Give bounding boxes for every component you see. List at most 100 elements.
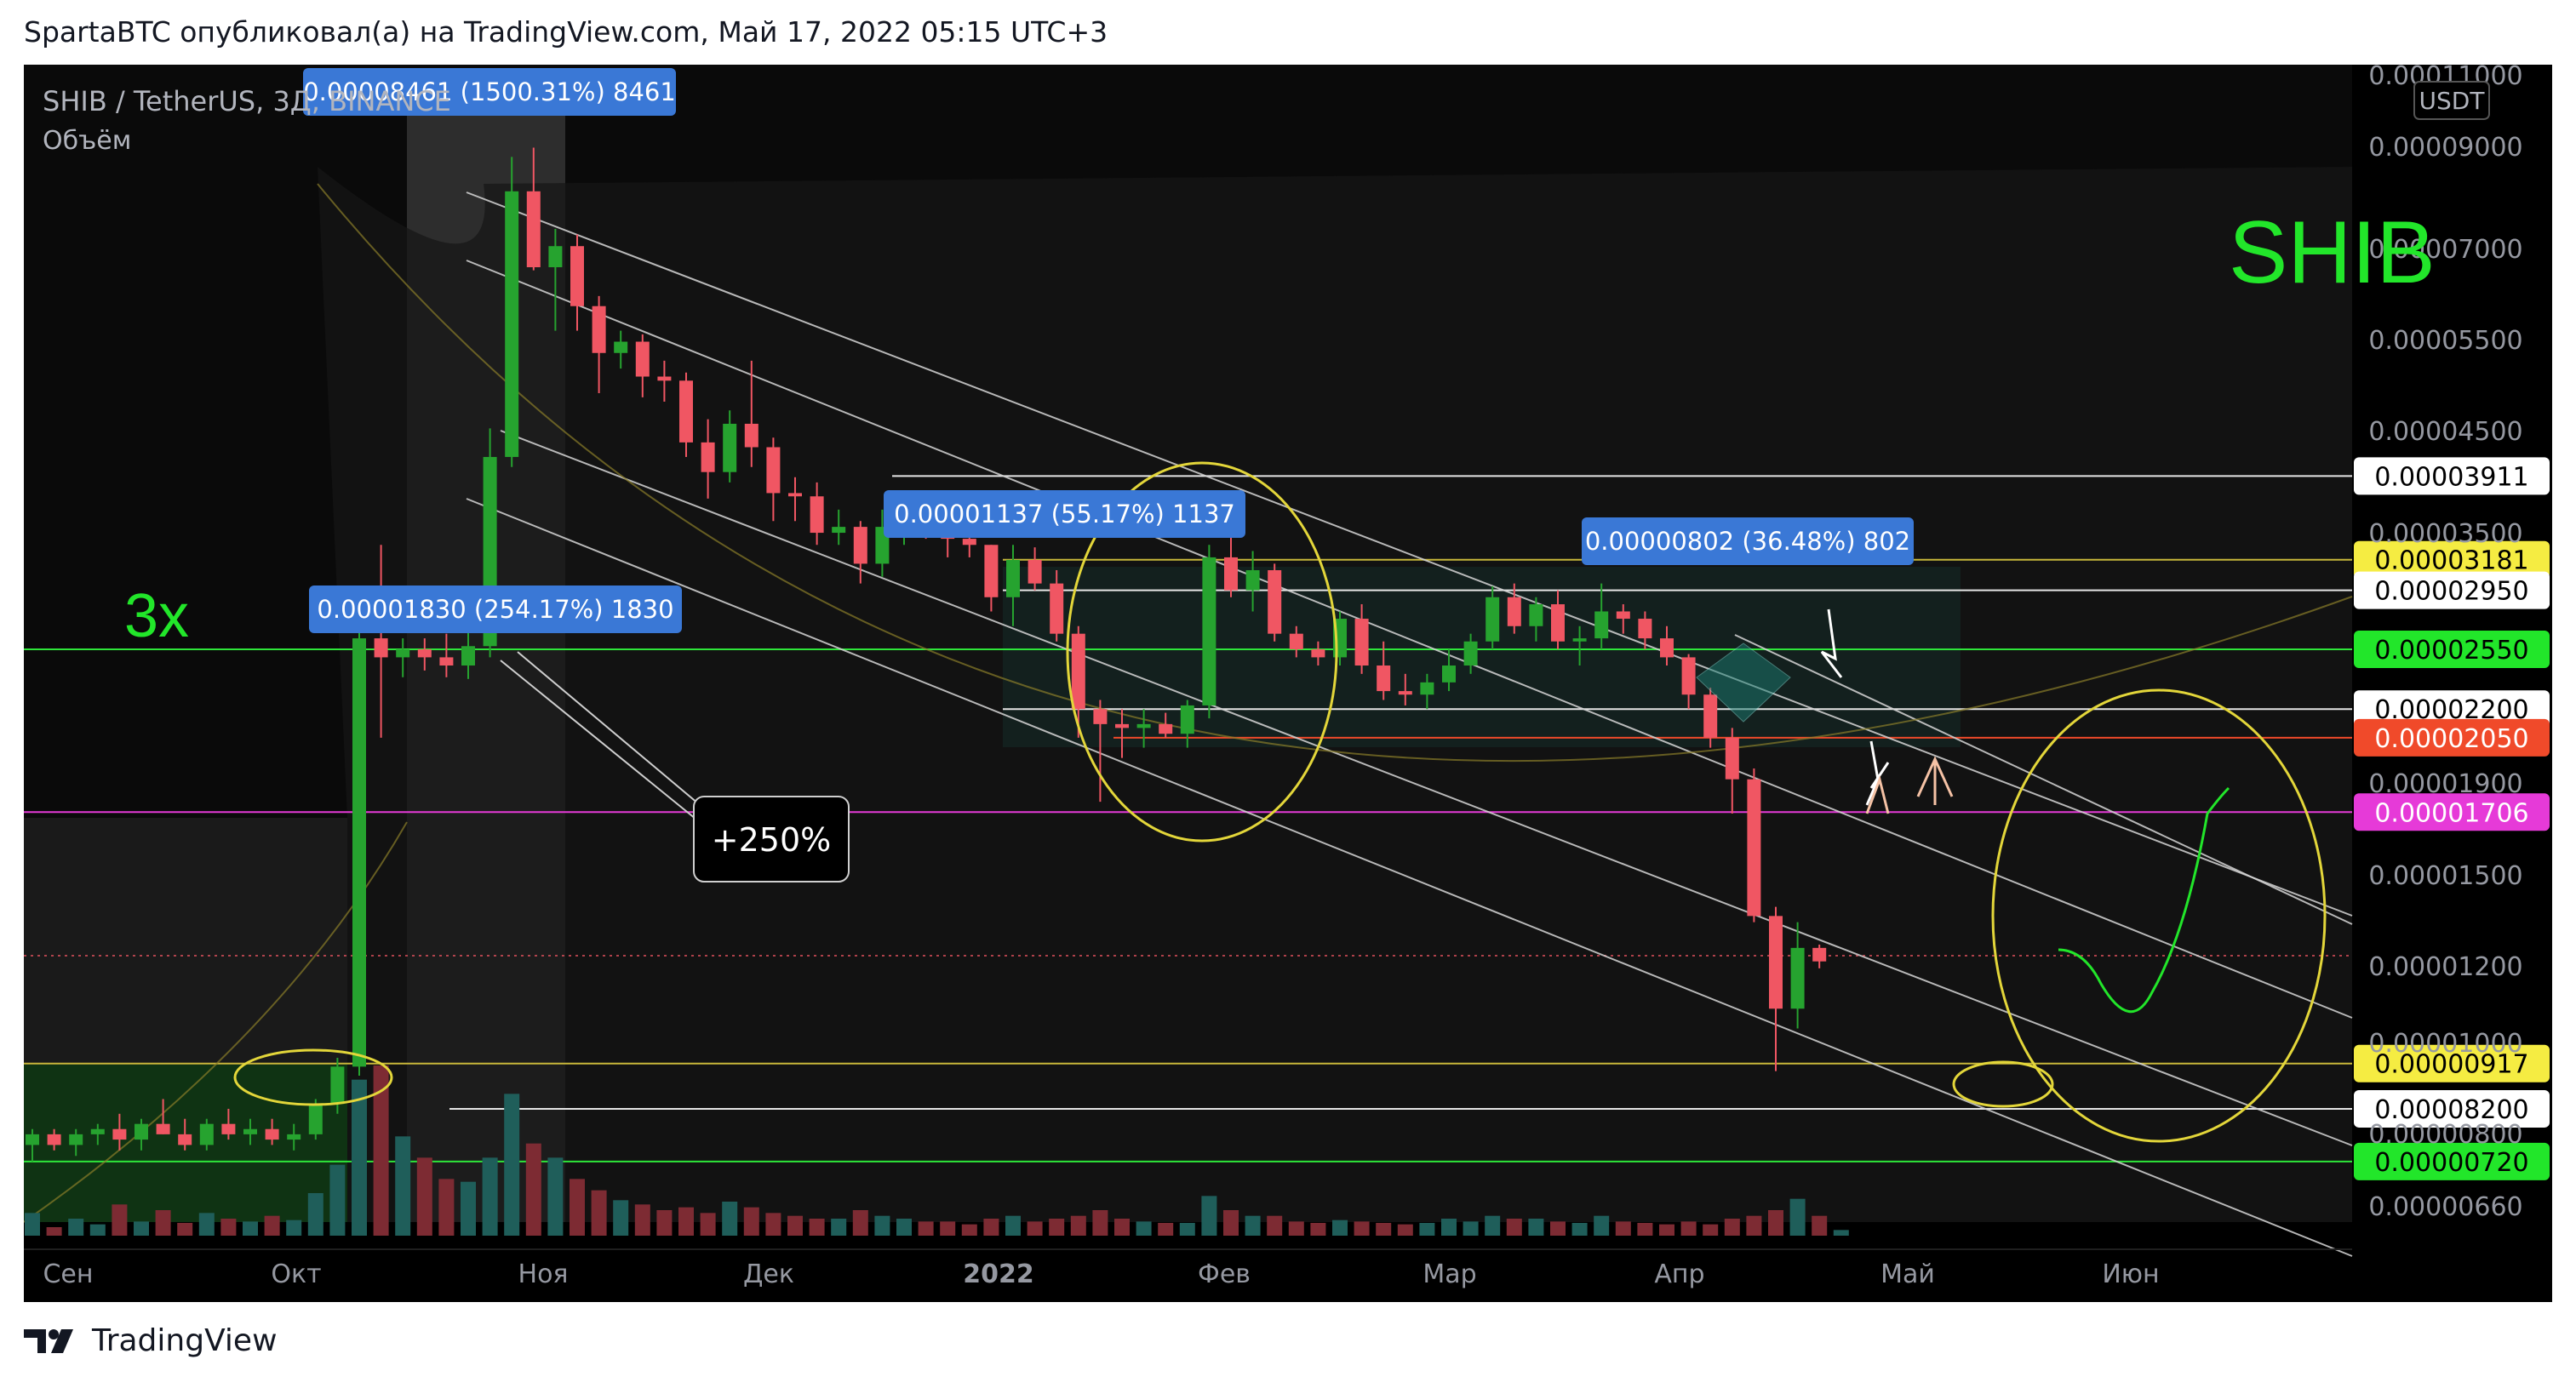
volume-bar [1594,1215,1610,1236]
x-tick-label: Фев [1198,1259,1251,1289]
volume-bar [656,1210,673,1236]
channel-line [466,260,2353,1019]
candle-body [1572,638,1587,642]
volume-bar [1397,1224,1413,1236]
candle-body [1681,657,1696,695]
arc-curve [24,821,408,1223]
price-tag-label: 0.00008200 [2374,1095,2528,1125]
volume-bars [25,1065,1849,1236]
volume-bar [525,1143,541,1236]
volume-bar [961,1224,977,1236]
volume-bar [482,1157,498,1236]
channel-line [1734,634,2353,925]
candle-body [1006,559,1020,597]
candle-body [723,423,737,472]
volume-bar [198,1213,215,1236]
candle-body [701,442,715,472]
channel-line [466,191,2353,917]
volume-bar [722,1202,738,1236]
volume-bar [155,1210,171,1236]
candle-body [90,1128,105,1134]
price-tag-label: 0.00002550 [2374,636,2528,665]
highlight-ellipse [1952,1060,2054,1108]
volume-bar [787,1215,803,1236]
volume-bar [89,1224,106,1236]
candle-body [548,246,563,268]
candle-body [439,657,454,666]
candle-body [592,306,606,353]
volume-bar [1768,1210,1783,1236]
measure-label-text: 0.00008461 (1500.31%) 8461 [303,77,676,106]
y-tick-label: 0.00001200 [2368,952,2522,982]
footer-brand[interactable]: TradingView [92,1323,278,1358]
volume-bar [1506,1219,1522,1236]
candle-body [832,527,846,534]
candle-body [1507,597,1521,626]
volume-bar [134,1221,149,1236]
symbol-title[interactable]: SHIB / TetherUS, 3Д, BINANCE [43,85,451,117]
x-tick-label: Апр [1654,1259,1704,1289]
volume-bar [1005,1215,1021,1236]
y-tick-label: 0.00001500 [2368,861,2522,891]
footer: TradingView [24,1323,278,1358]
volume-bar [1550,1221,1566,1236]
candle-body [962,539,976,545]
candle-body [287,1134,301,1140]
candle-body [1463,641,1478,666]
price-tag [2354,1044,2550,1082]
candle-body [69,1134,83,1145]
volume-bar [1615,1221,1631,1236]
y-tick-label: 0.00000660 [2368,1192,2522,1222]
volume-bar [1049,1219,1065,1236]
measure-label [303,68,676,116]
candle-body [1398,691,1412,695]
x-tick-label: Дек [743,1259,794,1289]
x-tick-label: Ноя [518,1259,569,1289]
candle-body [1115,723,1129,728]
volume-bar [1812,1215,1828,1236]
volume-bar [570,1179,585,1236]
candle-body [1529,604,1543,626]
volume-bar [395,1136,411,1236]
volume-bar [1267,1215,1283,1236]
price-chart[interactable]: 0.00008200 0.00003911 0.000031810.00002950… [24,65,2552,1302]
volume-bar [1332,1219,1348,1236]
volume-bar [1310,1223,1326,1236]
price-tag [2354,630,2550,668]
time-axis: Сен Окт Ноя Дек 2022 Фев Мар Апр Май Июн [24,1248,2352,1289]
volume-bar [547,1157,564,1236]
channel-line [500,430,2353,1146]
candle-body [1377,665,1391,692]
volume-bar [634,1204,650,1236]
chart-header: SHIB / TetherUS, 3Д, BINANCE Объём SHIB … [43,85,2436,650]
descending-channel [24,183,2353,1257]
candle-body [1159,723,1173,734]
volume-bar [1571,1223,1588,1236]
currency-badge-label: USDT [2419,87,2486,115]
candle-body [657,376,672,381]
candle-body [810,496,824,534]
volume-label[interactable]: Объём [43,126,131,156]
volume-bar [1659,1224,1674,1236]
volume-bar [852,1210,868,1236]
callout-box [693,796,850,882]
currency-badge [2413,81,2490,120]
highlight-ellipse [1991,688,2327,1143]
candle-body [1725,737,1739,780]
x-tick-label: Мар [1423,1259,1476,1289]
callout-text: +250% [712,821,831,859]
volume-bar [1441,1219,1457,1236]
diamond-shape [1696,643,1791,723]
volume-bar [1070,1215,1086,1236]
volume-bar [809,1219,825,1236]
channel-line [466,498,2353,1257]
candle-body [1202,557,1216,705]
x-tick-label: Сен [43,1259,93,1289]
arrow-drawing [1820,608,1890,806]
volume-bar [1833,1230,1849,1236]
volume-bar [461,1181,476,1236]
publish-header: SpartaBTC опубликовал(а) на TradingView.… [24,15,1108,49]
candle-body [330,1066,345,1105]
x-tick-label: Июн [2102,1259,2159,1289]
candle-body [1747,779,1761,917]
